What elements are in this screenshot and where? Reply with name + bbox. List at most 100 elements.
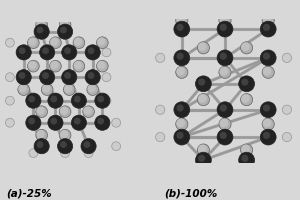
Circle shape (88, 47, 94, 54)
Circle shape (263, 24, 270, 31)
Circle shape (16, 45, 31, 60)
Circle shape (26, 93, 41, 108)
Circle shape (241, 78, 248, 86)
Circle shape (112, 118, 121, 127)
Circle shape (174, 129, 190, 145)
Circle shape (28, 60, 39, 72)
Circle shape (197, 42, 209, 54)
Circle shape (5, 118, 14, 127)
Circle shape (71, 115, 86, 130)
Circle shape (262, 14, 274, 26)
Circle shape (19, 72, 26, 79)
Circle shape (64, 72, 71, 79)
Circle shape (97, 60, 108, 72)
Circle shape (37, 141, 44, 148)
Circle shape (196, 152, 211, 168)
Circle shape (156, 105, 165, 114)
Circle shape (50, 61, 58, 69)
Circle shape (176, 104, 184, 112)
Circle shape (220, 53, 227, 60)
Circle shape (5, 38, 14, 47)
Circle shape (112, 142, 121, 151)
Circle shape (219, 14, 231, 26)
Circle shape (74, 37, 82, 46)
Circle shape (239, 76, 254, 92)
Circle shape (97, 37, 108, 48)
Circle shape (220, 132, 227, 139)
Circle shape (95, 93, 110, 108)
Circle shape (219, 66, 231, 78)
Circle shape (176, 24, 184, 31)
Circle shape (18, 84, 29, 95)
Circle shape (36, 106, 45, 115)
Circle shape (59, 19, 71, 31)
Circle shape (73, 37, 85, 48)
Text: (b)-100%: (b)-100% (164, 188, 217, 198)
Circle shape (42, 72, 49, 79)
Circle shape (84, 149, 93, 158)
Circle shape (16, 70, 31, 85)
Circle shape (74, 61, 82, 69)
Circle shape (34, 24, 49, 39)
Circle shape (260, 129, 276, 145)
Circle shape (220, 15, 228, 24)
Circle shape (282, 132, 292, 142)
Circle shape (97, 61, 105, 69)
Circle shape (50, 118, 57, 125)
Text: (a)-25%: (a)-25% (6, 188, 52, 198)
Circle shape (217, 129, 233, 145)
Circle shape (263, 119, 272, 127)
Circle shape (174, 50, 190, 66)
Circle shape (156, 53, 165, 62)
Circle shape (40, 45, 55, 60)
Circle shape (87, 84, 98, 95)
Circle shape (74, 96, 81, 102)
Circle shape (36, 129, 47, 141)
Circle shape (19, 84, 27, 93)
Circle shape (95, 115, 110, 130)
Circle shape (241, 42, 253, 54)
Circle shape (263, 67, 272, 75)
Circle shape (64, 47, 71, 54)
Circle shape (5, 73, 14, 82)
Circle shape (260, 21, 276, 37)
Circle shape (156, 132, 165, 142)
Circle shape (198, 42, 207, 51)
Circle shape (36, 130, 45, 138)
Circle shape (29, 149, 38, 158)
Circle shape (64, 84, 72, 93)
Circle shape (42, 47, 49, 54)
Circle shape (59, 106, 71, 117)
Circle shape (28, 96, 35, 102)
Circle shape (102, 96, 111, 105)
Circle shape (50, 37, 61, 48)
Circle shape (174, 21, 190, 37)
Circle shape (34, 139, 49, 154)
Circle shape (60, 20, 68, 28)
Circle shape (102, 73, 111, 82)
Circle shape (88, 84, 96, 93)
Circle shape (60, 106, 68, 115)
Circle shape (260, 102, 276, 118)
Circle shape (60, 130, 68, 138)
Circle shape (42, 84, 50, 93)
Circle shape (220, 119, 228, 127)
Circle shape (41, 84, 53, 95)
Circle shape (220, 24, 227, 31)
Circle shape (58, 139, 73, 154)
Circle shape (176, 67, 185, 75)
Circle shape (220, 67, 228, 75)
Circle shape (59, 129, 71, 141)
Circle shape (198, 94, 207, 103)
Circle shape (176, 118, 188, 130)
Circle shape (198, 145, 207, 153)
Circle shape (36, 20, 45, 28)
Circle shape (50, 96, 57, 102)
Circle shape (174, 102, 190, 118)
Circle shape (48, 93, 63, 108)
Circle shape (241, 155, 248, 162)
Circle shape (176, 15, 185, 24)
Circle shape (197, 94, 209, 106)
Circle shape (74, 118, 81, 125)
Circle shape (88, 72, 94, 79)
